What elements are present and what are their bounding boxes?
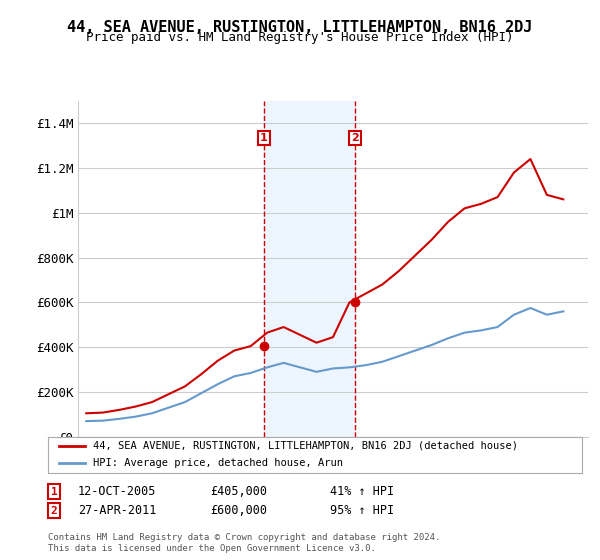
Text: 44, SEA AVENUE, RUSTINGTON, LITTLEHAMPTON, BN16 2DJ: 44, SEA AVENUE, RUSTINGTON, LITTLEHAMPTO…: [67, 20, 533, 35]
Text: Price paid vs. HM Land Registry's House Price Index (HPI): Price paid vs. HM Land Registry's House …: [86, 31, 514, 44]
Text: 12-OCT-2005: 12-OCT-2005: [78, 485, 157, 498]
Text: HPI: Average price, detached house, Arun: HPI: Average price, detached house, Arun: [94, 458, 343, 468]
Bar: [264, 101, 355, 437]
Text: £405,000: £405,000: [210, 485, 267, 498]
Text: 44, SEA AVENUE, RUSTINGTON, LITTLEHAMPTON, BN16 2DJ (detached house): 44, SEA AVENUE, RUSTINGTON, LITTLEHAMPTO…: [94, 441, 518, 451]
Text: 41% ↑ HPI: 41% ↑ HPI: [330, 485, 394, 498]
Text: 1: 1: [260, 133, 268, 143]
Text: Contains HM Land Registry data © Crown copyright and database right 2024.
This d: Contains HM Land Registry data © Crown c…: [48, 533, 440, 553]
Text: 1: 1: [50, 487, 58, 497]
Text: 95% ↑ HPI: 95% ↑ HPI: [330, 504, 394, 517]
Text: 2: 2: [50, 506, 58, 516]
Text: £600,000: £600,000: [210, 504, 267, 517]
Text: 27-APR-2011: 27-APR-2011: [78, 504, 157, 517]
Text: 2: 2: [351, 133, 359, 143]
